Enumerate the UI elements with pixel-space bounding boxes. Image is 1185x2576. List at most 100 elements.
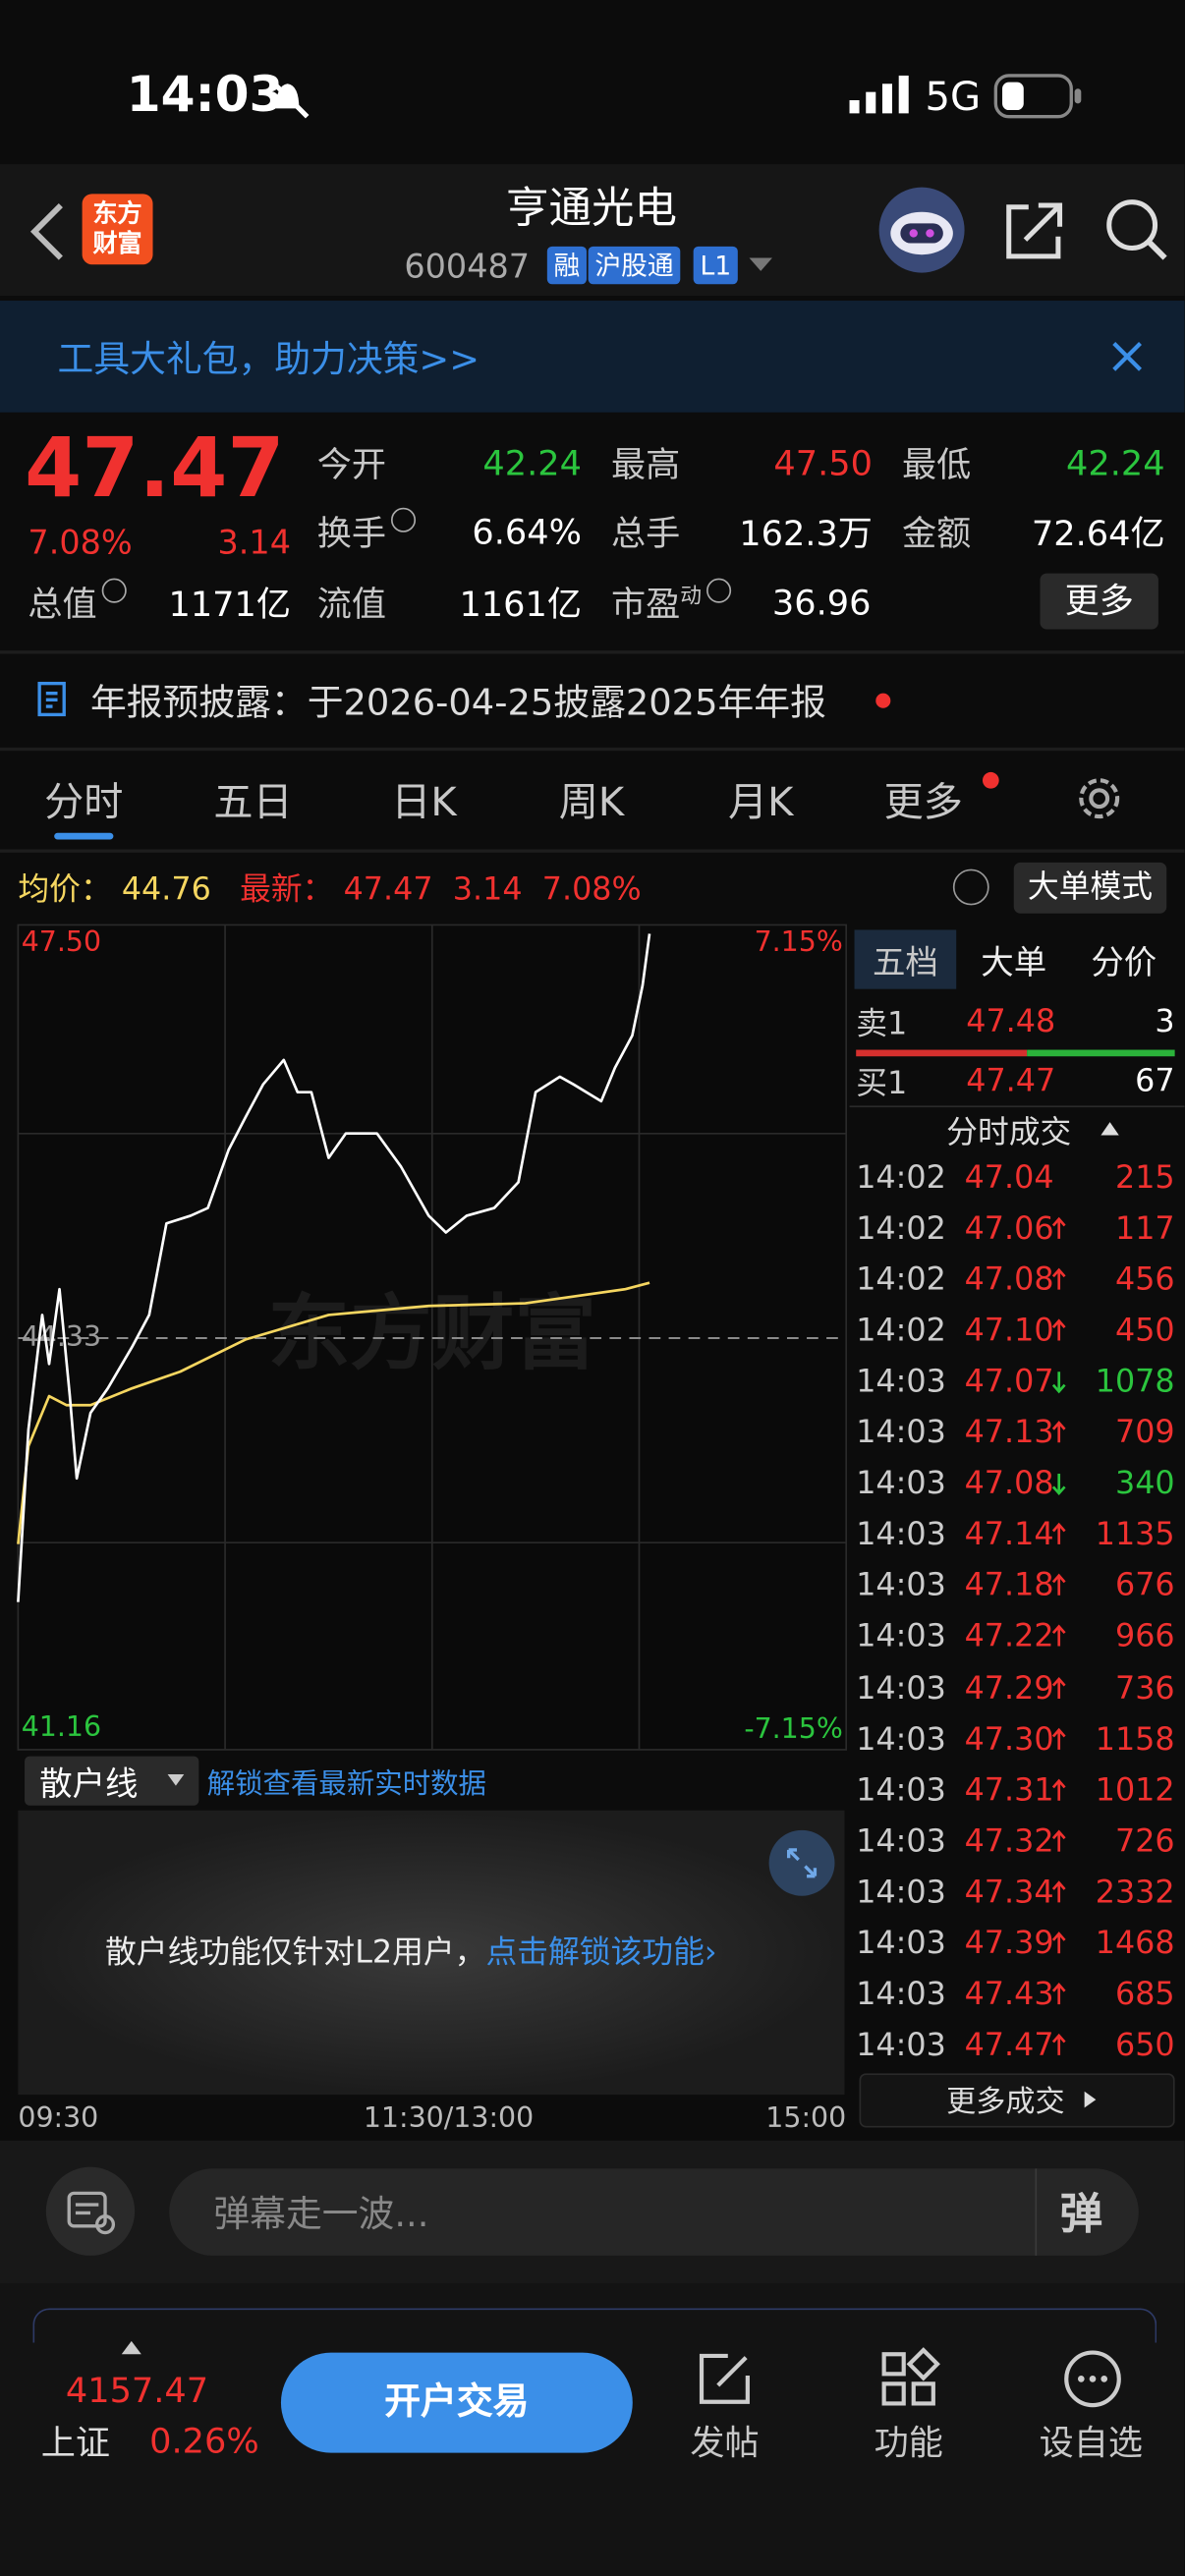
trade-button[interactable]: 开户交易 bbox=[280, 2352, 633, 2453]
active-tab-indicator bbox=[54, 832, 114, 840]
tab[interactable]: 月K bbox=[727, 779, 794, 826]
tag: 沪股通 bbox=[588, 246, 681, 285]
stat-label: 今开 bbox=[316, 445, 386, 485]
battery-icon bbox=[993, 74, 1082, 119]
trade-volume: 340 bbox=[1114, 1466, 1175, 1502]
trade-price: 47.31 bbox=[964, 1771, 1054, 1809]
watchlist-icon[interactable] bbox=[1061, 2348, 1124, 2411]
trade-volume: 736 bbox=[1114, 1669, 1175, 1707]
close-banner[interactable] bbox=[1110, 340, 1143, 372]
y-tick-label: 47.50 bbox=[22, 925, 101, 958]
settings-button[interactable] bbox=[1073, 772, 1126, 825]
collapse-caret[interactable] bbox=[1100, 1122, 1119, 1137]
trade-time: 14:02 bbox=[856, 1313, 946, 1350]
trade-time: 14:02 bbox=[856, 1210, 946, 1248]
nav-item[interactable]: 发帖 bbox=[690, 2423, 760, 2463]
latest-change-pct: 7.08% bbox=[541, 871, 642, 908]
arrow bbox=[1051, 1216, 1066, 1239]
comment-placeholder[interactable]: 弹幕走一波... bbox=[213, 2195, 429, 2236]
tab[interactable]: 分时 bbox=[44, 779, 124, 826]
tag: L1 bbox=[693, 246, 738, 285]
tab[interactable]: 五日 bbox=[213, 779, 293, 826]
nav-item[interactable]: 设自选 bbox=[1039, 2423, 1144, 2463]
book-tab[interactable]: 五档 bbox=[872, 942, 938, 982]
trade-volume: 966 bbox=[1114, 1618, 1175, 1655]
promo-banner[interactable] bbox=[0, 301, 1185, 413]
tab[interactable]: 更多 bbox=[883, 779, 963, 826]
tag: 融 bbox=[546, 246, 588, 285]
trade-price: 47.32 bbox=[964, 1822, 1054, 1860]
trade-price: 47.43 bbox=[964, 1976, 1054, 2013]
selector-text[interactable]: 散户线 bbox=[39, 1764, 139, 1804]
arrow bbox=[1051, 1318, 1066, 1341]
trade-direction bbox=[1051, 1421, 1066, 1443]
stat-label: 金额 bbox=[902, 514, 972, 554]
trade-volume: 650 bbox=[1114, 2027, 1175, 2064]
latest-change: 3.14 bbox=[452, 871, 523, 908]
help-icon[interactable] bbox=[952, 868, 989, 906]
trade-price: 47.34 bbox=[964, 1874, 1054, 1911]
retail-line-selector[interactable] bbox=[25, 1756, 199, 1806]
comment-input[interactable] bbox=[169, 2168, 1139, 2256]
info-icon[interactable] bbox=[706, 578, 732, 603]
trade-volume: 1135 bbox=[1095, 1517, 1175, 1553]
assistant-avatar[interactable] bbox=[875, 184, 968, 276]
trade-volume: 2332 bbox=[1095, 1874, 1175, 1911]
book-tab[interactable]: 大单 bbox=[981, 942, 1047, 982]
nav-item[interactable]: 功能 bbox=[874, 2423, 943, 2463]
notice-icon bbox=[37, 681, 66, 717]
index-name: 上证 bbox=[40, 2423, 111, 2463]
trade-volume: 1468 bbox=[1095, 1925, 1175, 1962]
unlock-link[interactable]: 点击解锁该功能› bbox=[485, 1934, 717, 1971]
info-icon[interactable] bbox=[101, 578, 127, 603]
back-button[interactable] bbox=[25, 200, 67, 263]
trade-time: 14:03 bbox=[856, 1925, 946, 1962]
tab[interactable]: 日K bbox=[391, 779, 457, 826]
arrow bbox=[1051, 1982, 1066, 2004]
danmaku-button[interactable]: 弹 bbox=[1059, 2190, 1103, 2241]
order-book bbox=[849, 924, 1185, 2141]
notice-text[interactable]: 年报预披露：于2026-04-25披露2025年年报 bbox=[89, 683, 826, 725]
function-icon[interactable] bbox=[879, 2347, 940, 2408]
book-tab[interactable]: 分价 bbox=[1091, 942, 1157, 982]
comment-settings[interactable] bbox=[44, 2165, 137, 2258]
dropdown-caret[interactable] bbox=[749, 257, 772, 275]
avg-price-line bbox=[17, 1281, 650, 1544]
unlock-hint[interactable]: 解锁查看最新实时数据 bbox=[206, 1768, 486, 1802]
stat-value: 6.64% bbox=[472, 512, 582, 552]
stat-value: 42.24 bbox=[1066, 443, 1165, 483]
trade-time: 14:02 bbox=[856, 1159, 946, 1197]
stock-code: 600487 bbox=[404, 246, 531, 286]
trade-direction bbox=[1051, 1982, 1066, 2004]
arrow bbox=[1051, 1574, 1066, 1596]
trade-direction bbox=[1051, 1216, 1066, 1239]
expand-button[interactable] bbox=[767, 1828, 836, 1897]
notice-text: 散户线功能仅针对L2用户， bbox=[105, 1934, 486, 1971]
trade-time: 14:03 bbox=[856, 1874, 946, 1911]
trade-time: 14:03 bbox=[856, 1618, 946, 1655]
banner-text[interactable]: 工具大礼包，助力决策>> bbox=[57, 340, 480, 381]
mode-button[interactable]: 大单模式 bbox=[1013, 862, 1167, 914]
stat-value: 1161亿 bbox=[459, 585, 582, 625]
search-button[interactable] bbox=[1104, 197, 1170, 263]
trade-price: 47.07 bbox=[964, 1364, 1054, 1401]
more-trades-button[interactable] bbox=[859, 2073, 1175, 2128]
stat-label-text: 换手 bbox=[316, 514, 386, 554]
post-icon[interactable] bbox=[695, 2349, 754, 2408]
more-button[interactable]: 更多 bbox=[1040, 573, 1158, 630]
up-caret bbox=[121, 2340, 141, 2355]
unread-dot bbox=[875, 693, 891, 708]
y-tick-label: 44.33 bbox=[22, 1320, 101, 1353]
network-label: 5G bbox=[925, 74, 982, 121]
tab[interactable]: 周K bbox=[558, 779, 625, 826]
share-button[interactable] bbox=[1002, 197, 1068, 263]
trade-direction bbox=[1051, 1523, 1066, 1545]
stat-value: 36.96 bbox=[771, 583, 872, 623]
price-line bbox=[17, 933, 651, 1602]
trade-volume: 215 bbox=[1114, 1159, 1175, 1197]
bid-price: 47.47 bbox=[966, 1062, 1056, 1099]
trade-time: 14:03 bbox=[856, 1466, 946, 1502]
info-icon[interactable] bbox=[390, 507, 417, 532]
more-trades-text[interactable]: 更多成交 bbox=[946, 2085, 1065, 2120]
trade-direction bbox=[1051, 1828, 1066, 1851]
